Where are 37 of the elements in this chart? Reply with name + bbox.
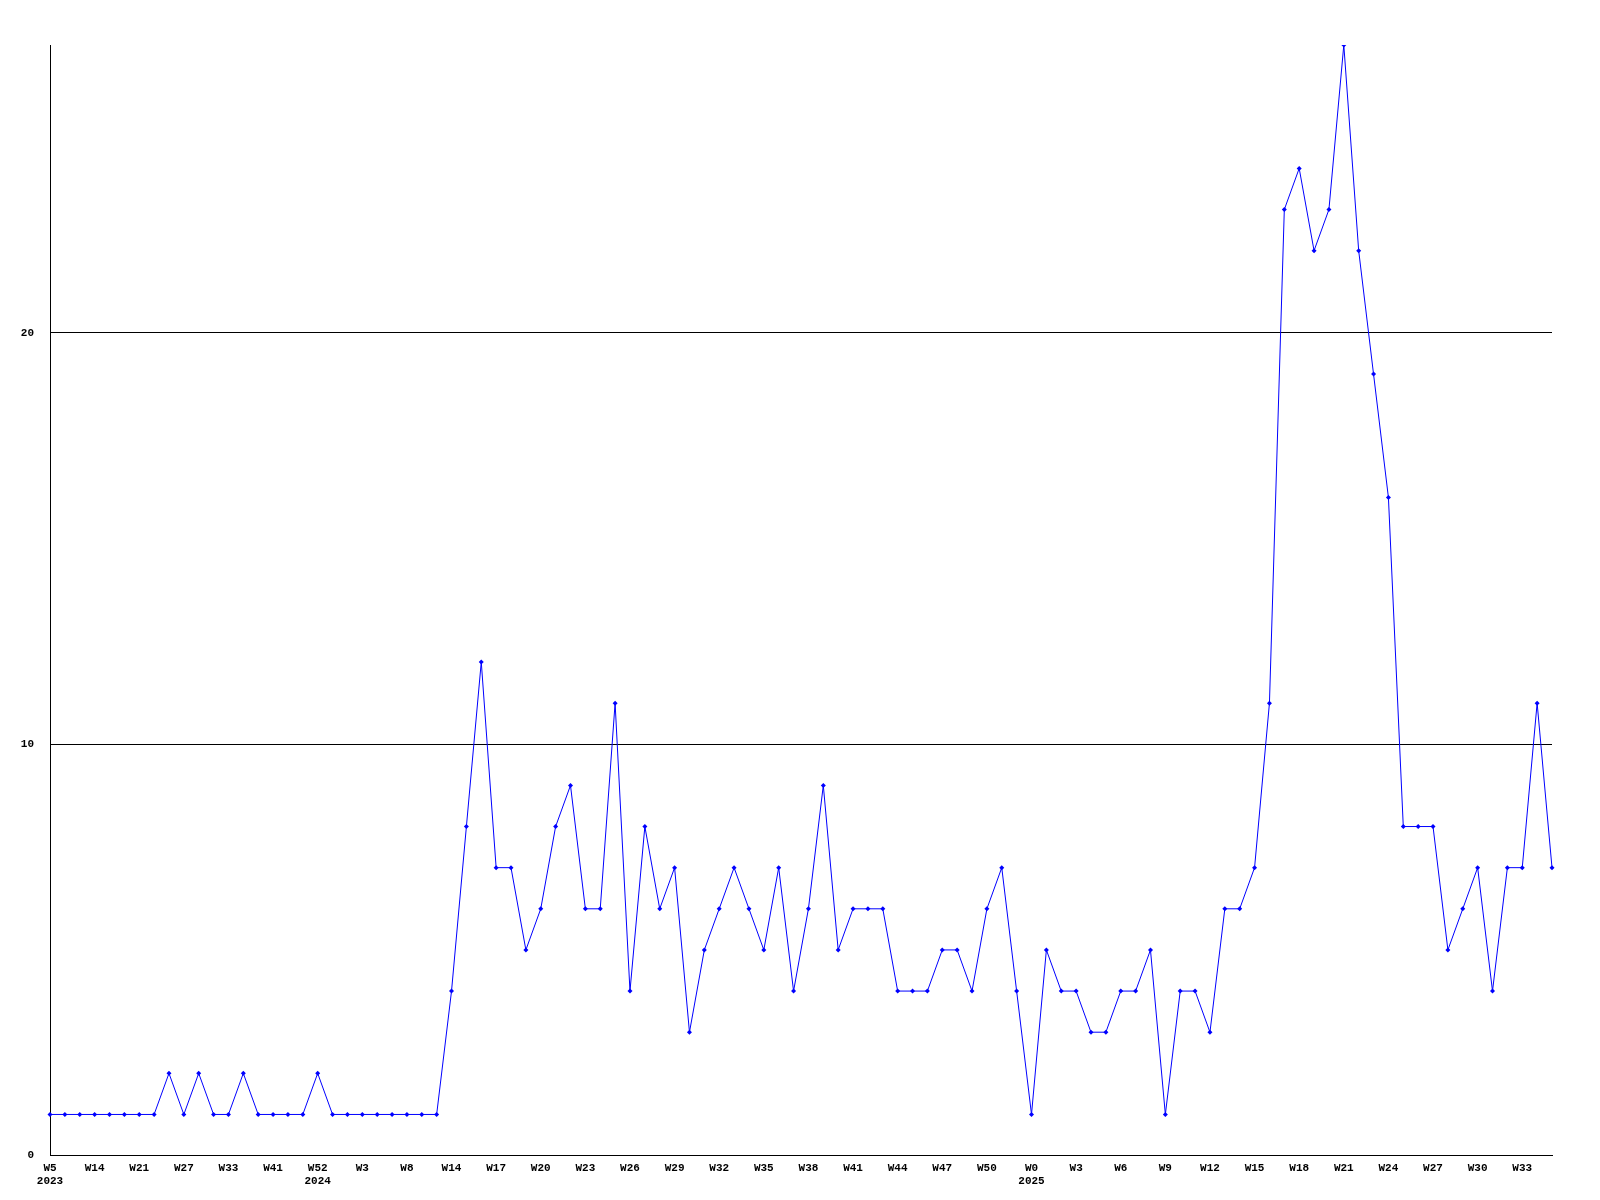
x-tick-label: W41: [843, 1161, 864, 1174]
x-tick-label: W44: [887, 1161, 908, 1174]
x-tick-label: W20: [530, 1161, 551, 1174]
x-tick-label: W5 2023: [36, 1161, 64, 1188]
x-tick-label: W35: [753, 1161, 775, 1174]
x-tick-label: W32: [709, 1161, 730, 1174]
x-tick-label: W8: [400, 1161, 414, 1174]
y-tick-label: 20: [20, 326, 34, 339]
x-tick-label: W21: [129, 1161, 150, 1174]
x-tick-label: W27: [173, 1161, 194, 1174]
x-tick-label: W38: [798, 1161, 819, 1174]
y-tick-label: 0: [27, 1149, 34, 1162]
x-tick-label: W41: [263, 1161, 284, 1174]
x-tick-label: W3: [355, 1161, 370, 1174]
x-tick-label: W6: [1114, 1161, 1128, 1174]
x-tick-label: W14: [441, 1161, 462, 1174]
x-tick-label: W3: [1069, 1161, 1084, 1174]
x-tick-label: W21: [1333, 1161, 1355, 1174]
x-tick-label: W9: [1158, 1161, 1172, 1174]
x-tick-label: W27: [1423, 1161, 1443, 1174]
x-tick-label: W33: [218, 1161, 239, 1174]
x-tick-label: W47: [932, 1161, 953, 1174]
x-tick-label: W12: [1200, 1161, 1220, 1174]
x-tick-label: W52 2024: [304, 1161, 332, 1188]
x-tick-label: W50: [976, 1161, 997, 1174]
x-tick-label: W15: [1244, 1161, 1265, 1174]
x-tick-label: W29: [664, 1161, 685, 1174]
x-tick-label: W24: [1378, 1161, 1399, 1174]
x-tick-label: W23: [575, 1161, 596, 1174]
x-tick-label: W0 2025: [1018, 1161, 1046, 1188]
x-tick-label: W18: [1289, 1161, 1310, 1174]
x-tick-label: W17: [486, 1161, 507, 1174]
x-tick-label: W26: [620, 1161, 640, 1174]
x-tick-label: W14: [84, 1161, 105, 1174]
y-tick-label: 10: [20, 738, 34, 751]
x-tick-label: W30: [1467, 1161, 1488, 1174]
x-tick-label: W33: [1512, 1161, 1533, 1174]
